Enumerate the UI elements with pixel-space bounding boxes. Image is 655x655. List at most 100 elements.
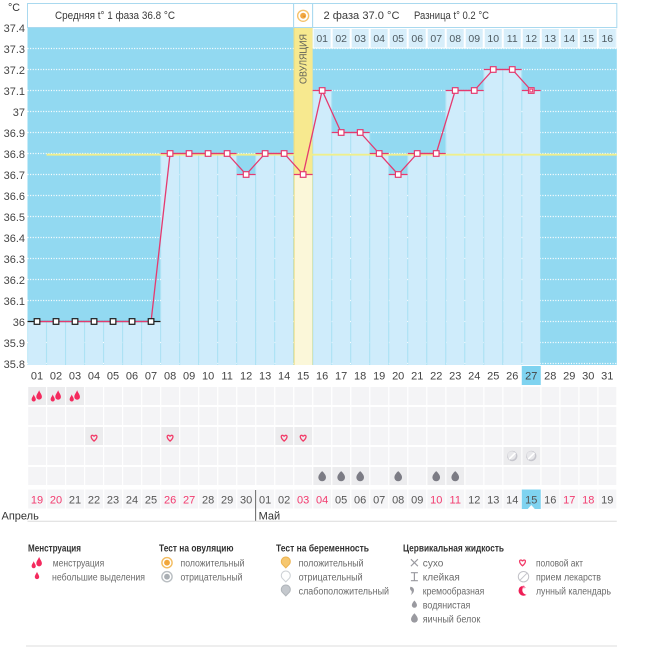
svg-text:12: 12 [240, 371, 252, 383]
svg-text:06: 06 [126, 371, 138, 383]
svg-text:11: 11 [221, 371, 232, 383]
svg-text:07: 07 [145, 371, 157, 383]
svg-text:30: 30 [582, 371, 594, 383]
svg-text:19: 19 [373, 371, 385, 383]
svg-text:09: 09 [411, 495, 423, 507]
svg-text:36.5: 36.5 [4, 212, 25, 224]
svg-text:37.3: 37.3 [4, 44, 25, 56]
svg-text:водянистая: водянистая [423, 600, 471, 611]
svg-text:27: 27 [183, 495, 195, 507]
svg-text:22: 22 [430, 371, 442, 383]
svg-text:19: 19 [31, 495, 43, 507]
svg-text:положительный: положительный [181, 558, 245, 569]
svg-text:08: 08 [164, 371, 176, 383]
svg-text:03: 03 [354, 33, 366, 45]
svg-text:кремообразная: кремообразная [423, 585, 485, 597]
svg-text:18: 18 [582, 495, 594, 507]
svg-text:половой акт: половой акт [536, 558, 583, 569]
svg-text:15: 15 [297, 371, 309, 383]
svg-text:02: 02 [278, 495, 290, 507]
svg-text:29: 29 [563, 371, 575, 383]
svg-text:15: 15 [525, 495, 537, 507]
svg-text:20: 20 [392, 371, 404, 383]
svg-text:05: 05 [107, 371, 119, 383]
svg-text:25: 25 [487, 371, 499, 383]
svg-text:36: 36 [13, 317, 25, 329]
svg-text:14: 14 [278, 371, 290, 383]
svg-text:09: 09 [183, 371, 195, 383]
svg-text:яичный белок: яичный белок [423, 613, 481, 625]
svg-text:15: 15 [582, 33, 594, 45]
svg-text:отрицательный: отрицательный [299, 572, 363, 583]
svg-text:12: 12 [525, 33, 537, 45]
svg-text:28: 28 [202, 495, 214, 507]
svg-text:10: 10 [487, 33, 499, 45]
svg-text:35.9: 35.9 [4, 338, 25, 350]
svg-text:08: 08 [449, 33, 461, 45]
svg-text:08: 08 [392, 495, 404, 507]
svg-text:2 фаза 37.0 °C: 2 фаза 37.0 °C [324, 10, 400, 22]
svg-text:03: 03 [69, 371, 81, 383]
svg-text:36.2: 36.2 [4, 275, 25, 287]
svg-text:31: 31 [601, 371, 613, 383]
svg-text:Разница t° 0.2 °C: Разница t° 0.2 °C [414, 10, 489, 22]
svg-text:21: 21 [69, 495, 81, 507]
svg-text:25: 25 [145, 495, 157, 507]
svg-text:04: 04 [316, 495, 328, 507]
svg-text:37: 37 [13, 107, 25, 119]
svg-text:10: 10 [202, 371, 214, 383]
svg-text:01: 01 [31, 371, 43, 383]
svg-text:Средняя t° 1 фаза 36.8 °C: Средняя t° 1 фаза 36.8 °C [55, 10, 175, 22]
svg-text:24: 24 [126, 495, 138, 507]
svg-text:Тест на беременность: Тест на беременность [276, 543, 369, 555]
svg-text:04: 04 [88, 371, 100, 383]
svg-text:16: 16 [601, 33, 613, 45]
svg-text:35.8: 35.8 [4, 359, 25, 371]
svg-text:36.9: 36.9 [4, 128, 25, 140]
svg-text:01: 01 [316, 33, 328, 45]
svg-text:сухо: сухо [423, 558, 444, 569]
svg-text:21: 21 [411, 371, 423, 383]
svg-text:17: 17 [335, 371, 347, 383]
svg-text:26: 26 [164, 495, 176, 507]
svg-text:14: 14 [563, 33, 575, 45]
svg-text:23: 23 [107, 495, 119, 507]
svg-text:°C: °C [8, 2, 20, 14]
svg-text:10: 10 [430, 495, 442, 507]
svg-text:01: 01 [259, 495, 271, 507]
svg-text:06: 06 [354, 495, 366, 507]
svg-text:07: 07 [430, 33, 442, 45]
svg-text:положительный: положительный [299, 558, 364, 569]
svg-text:Тест на овуляцию: Тест на овуляцию [159, 544, 234, 555]
svg-text:37.4: 37.4 [4, 23, 25, 35]
svg-text:клейкая: клейкая [423, 572, 460, 583]
svg-text:27: 27 [525, 371, 537, 383]
svg-text:19: 19 [601, 495, 613, 507]
svg-text:18: 18 [354, 371, 366, 383]
svg-text:13: 13 [259, 371, 271, 383]
svg-text:36.8: 36.8 [4, 149, 25, 161]
svg-text:24: 24 [468, 371, 480, 383]
svg-text:23: 23 [449, 371, 461, 383]
svg-text:13: 13 [544, 33, 556, 45]
svg-text:22: 22 [88, 495, 100, 507]
svg-text:03: 03 [297, 495, 309, 507]
svg-text:16: 16 [544, 495, 556, 507]
svg-text:ОВУЛЯЦИЯ: ОВУЛЯЦИЯ [299, 34, 310, 84]
svg-text:09: 09 [468, 33, 480, 45]
svg-text:37.1: 37.1 [4, 86, 25, 98]
svg-text:06: 06 [411, 33, 423, 45]
svg-text:26: 26 [506, 371, 518, 383]
svg-text:36.1: 36.1 [4, 296, 25, 308]
svg-text:менструация: менструация [53, 558, 104, 569]
svg-text:04: 04 [373, 33, 385, 45]
svg-text:30: 30 [240, 495, 252, 507]
svg-text:36.3: 36.3 [4, 254, 25, 266]
svg-text:28: 28 [544, 371, 556, 383]
svg-text:02: 02 [335, 33, 347, 45]
svg-text:небольшие выделения: небольшие выделения [52, 571, 145, 583]
svg-text:отрицательный: отрицательный [181, 572, 243, 583]
svg-text:37.2: 37.2 [4, 65, 25, 77]
svg-text:Апрель: Апрель [2, 510, 40, 522]
svg-text:07: 07 [373, 495, 385, 507]
